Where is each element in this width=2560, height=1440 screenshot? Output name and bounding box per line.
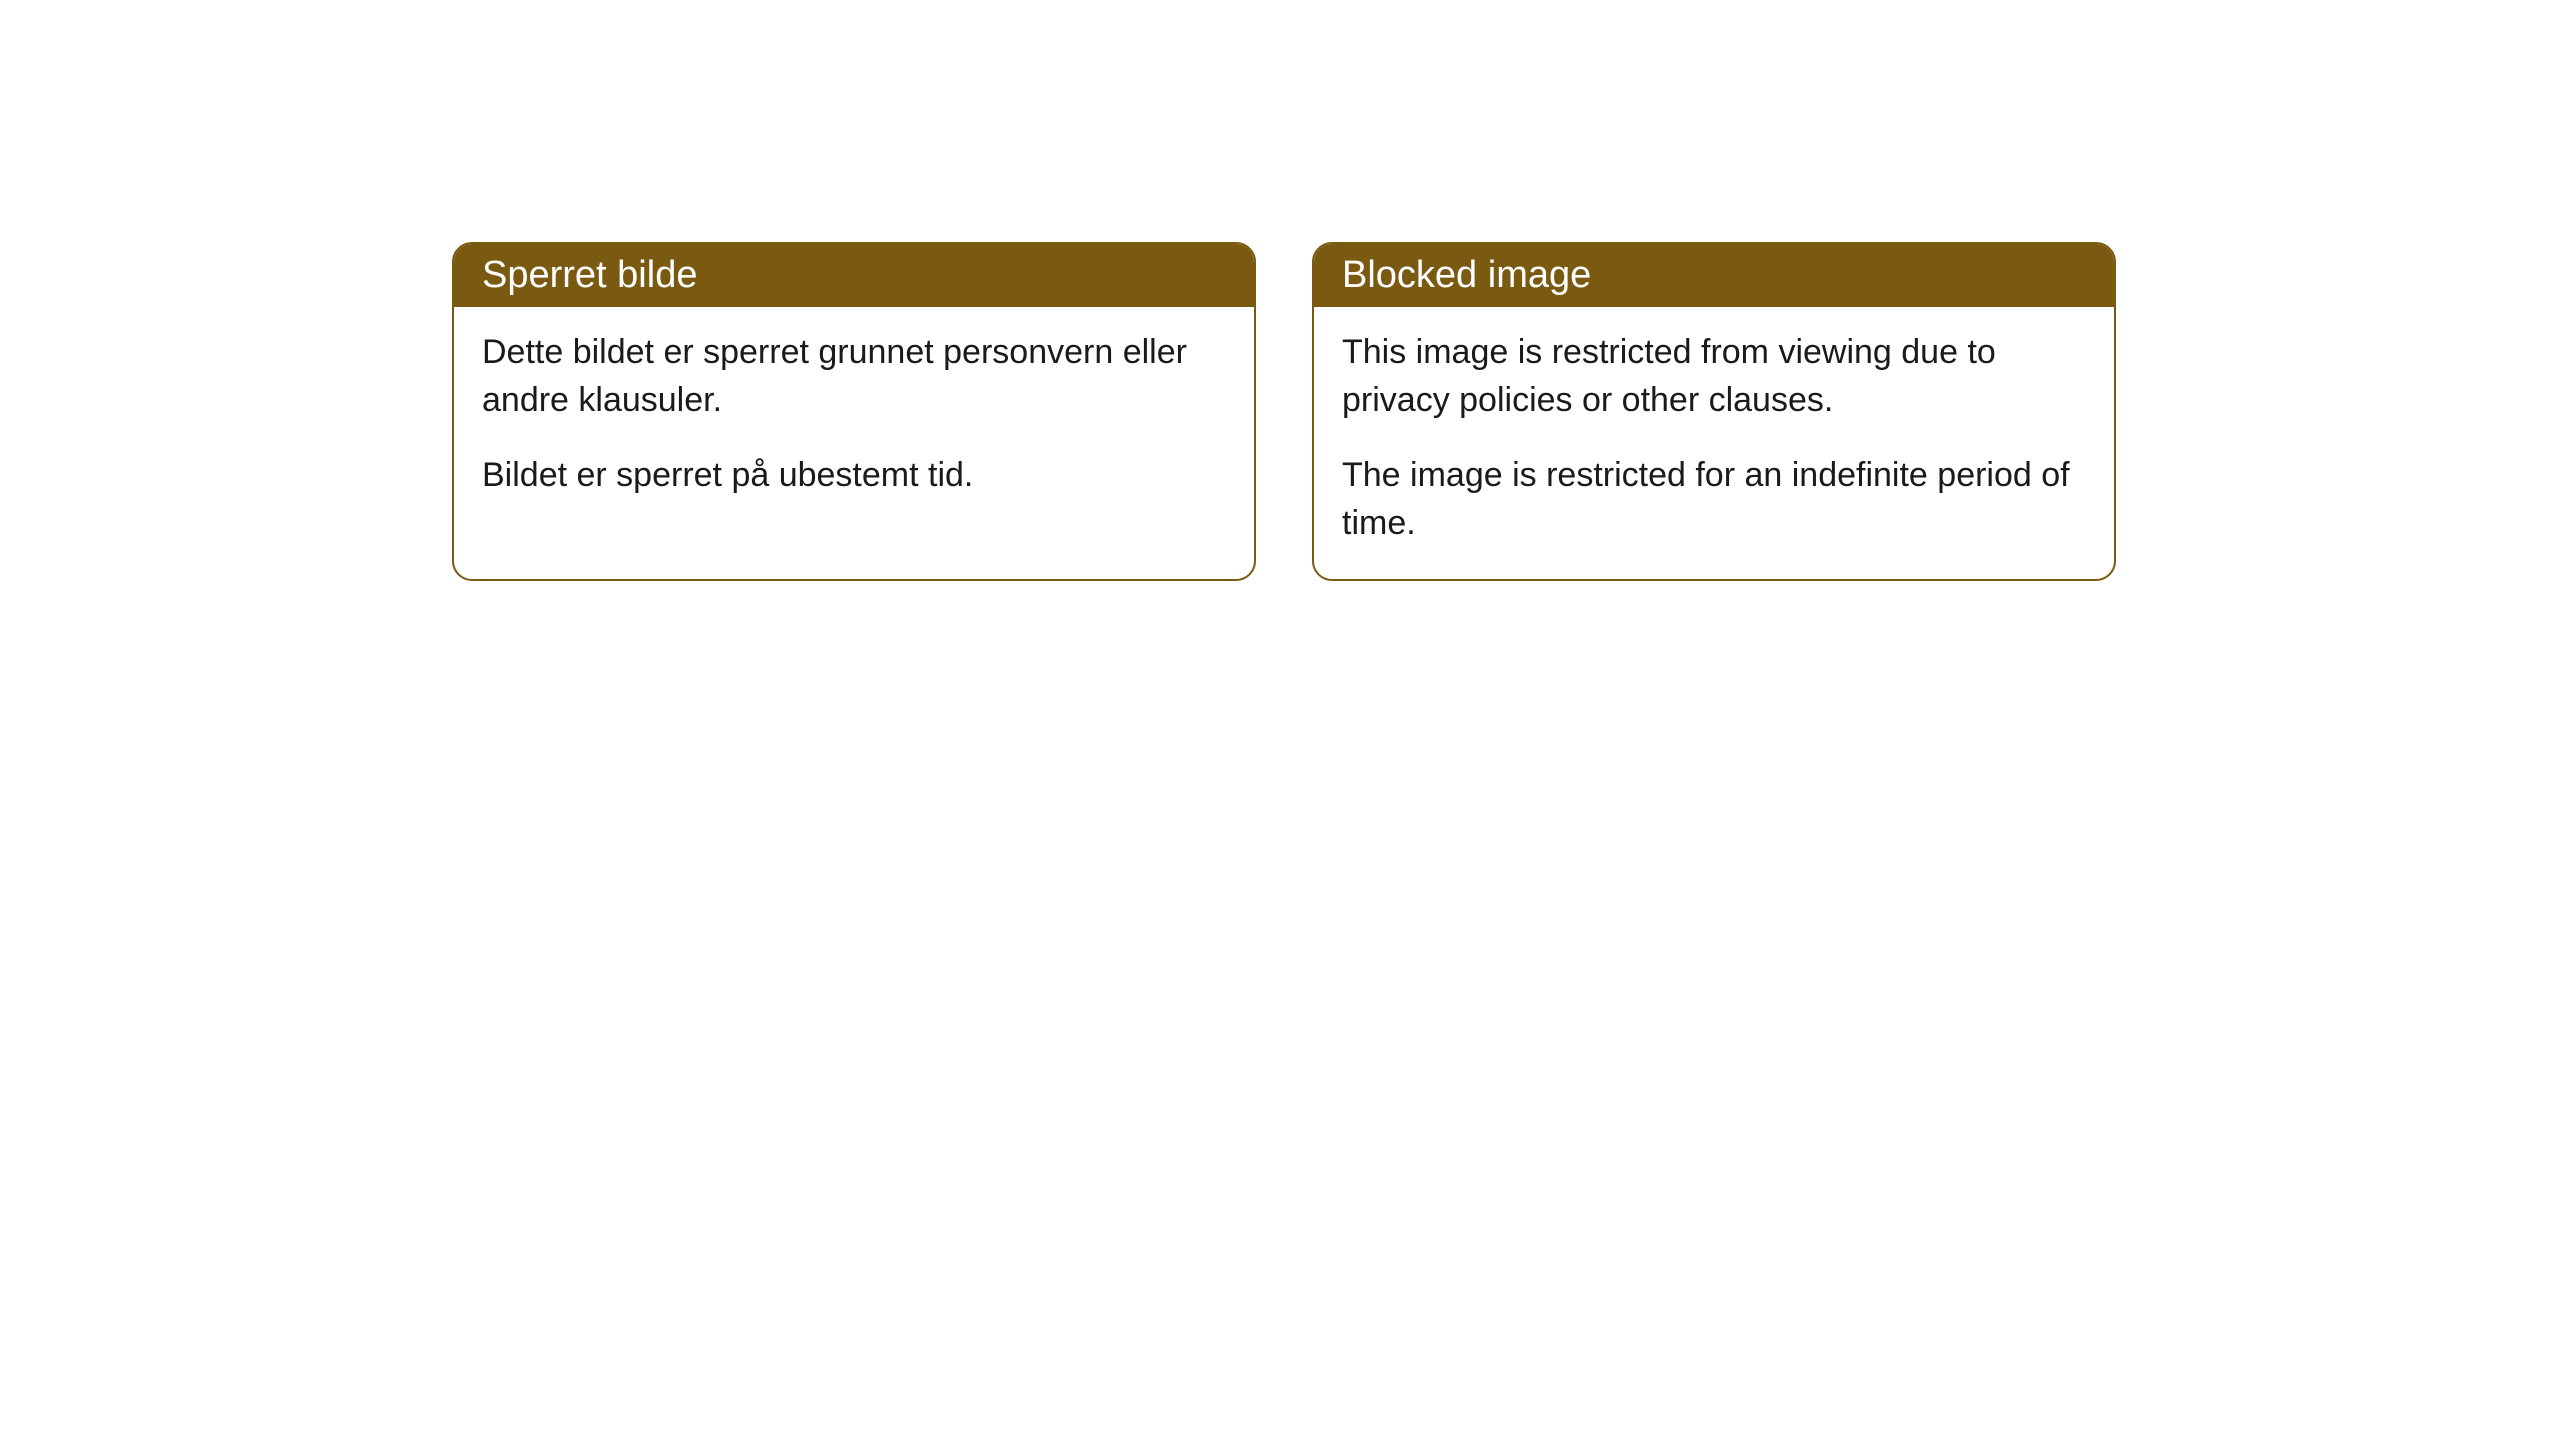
card-header: Blocked image (1314, 244, 2114, 307)
notice-card-norwegian: Sperret bilde Dette bildet er sperret gr… (452, 242, 1256, 581)
card-paragraph: Dette bildet er sperret grunnet personve… (482, 329, 1226, 424)
card-header: Sperret bilde (454, 244, 1254, 307)
notice-cards-container: Sperret bilde Dette bildet er sperret gr… (452, 242, 2116, 581)
card-body: Dette bildet er sperret grunnet personve… (454, 307, 1254, 532)
notice-card-english: Blocked image This image is restricted f… (1312, 242, 2116, 581)
card-body: This image is restricted from viewing du… (1314, 307, 2114, 579)
card-paragraph: Bildet er sperret på ubestemt tid. (482, 452, 1226, 500)
card-paragraph: This image is restricted from viewing du… (1342, 329, 2086, 424)
card-paragraph: The image is restricted for an indefinit… (1342, 452, 2086, 547)
